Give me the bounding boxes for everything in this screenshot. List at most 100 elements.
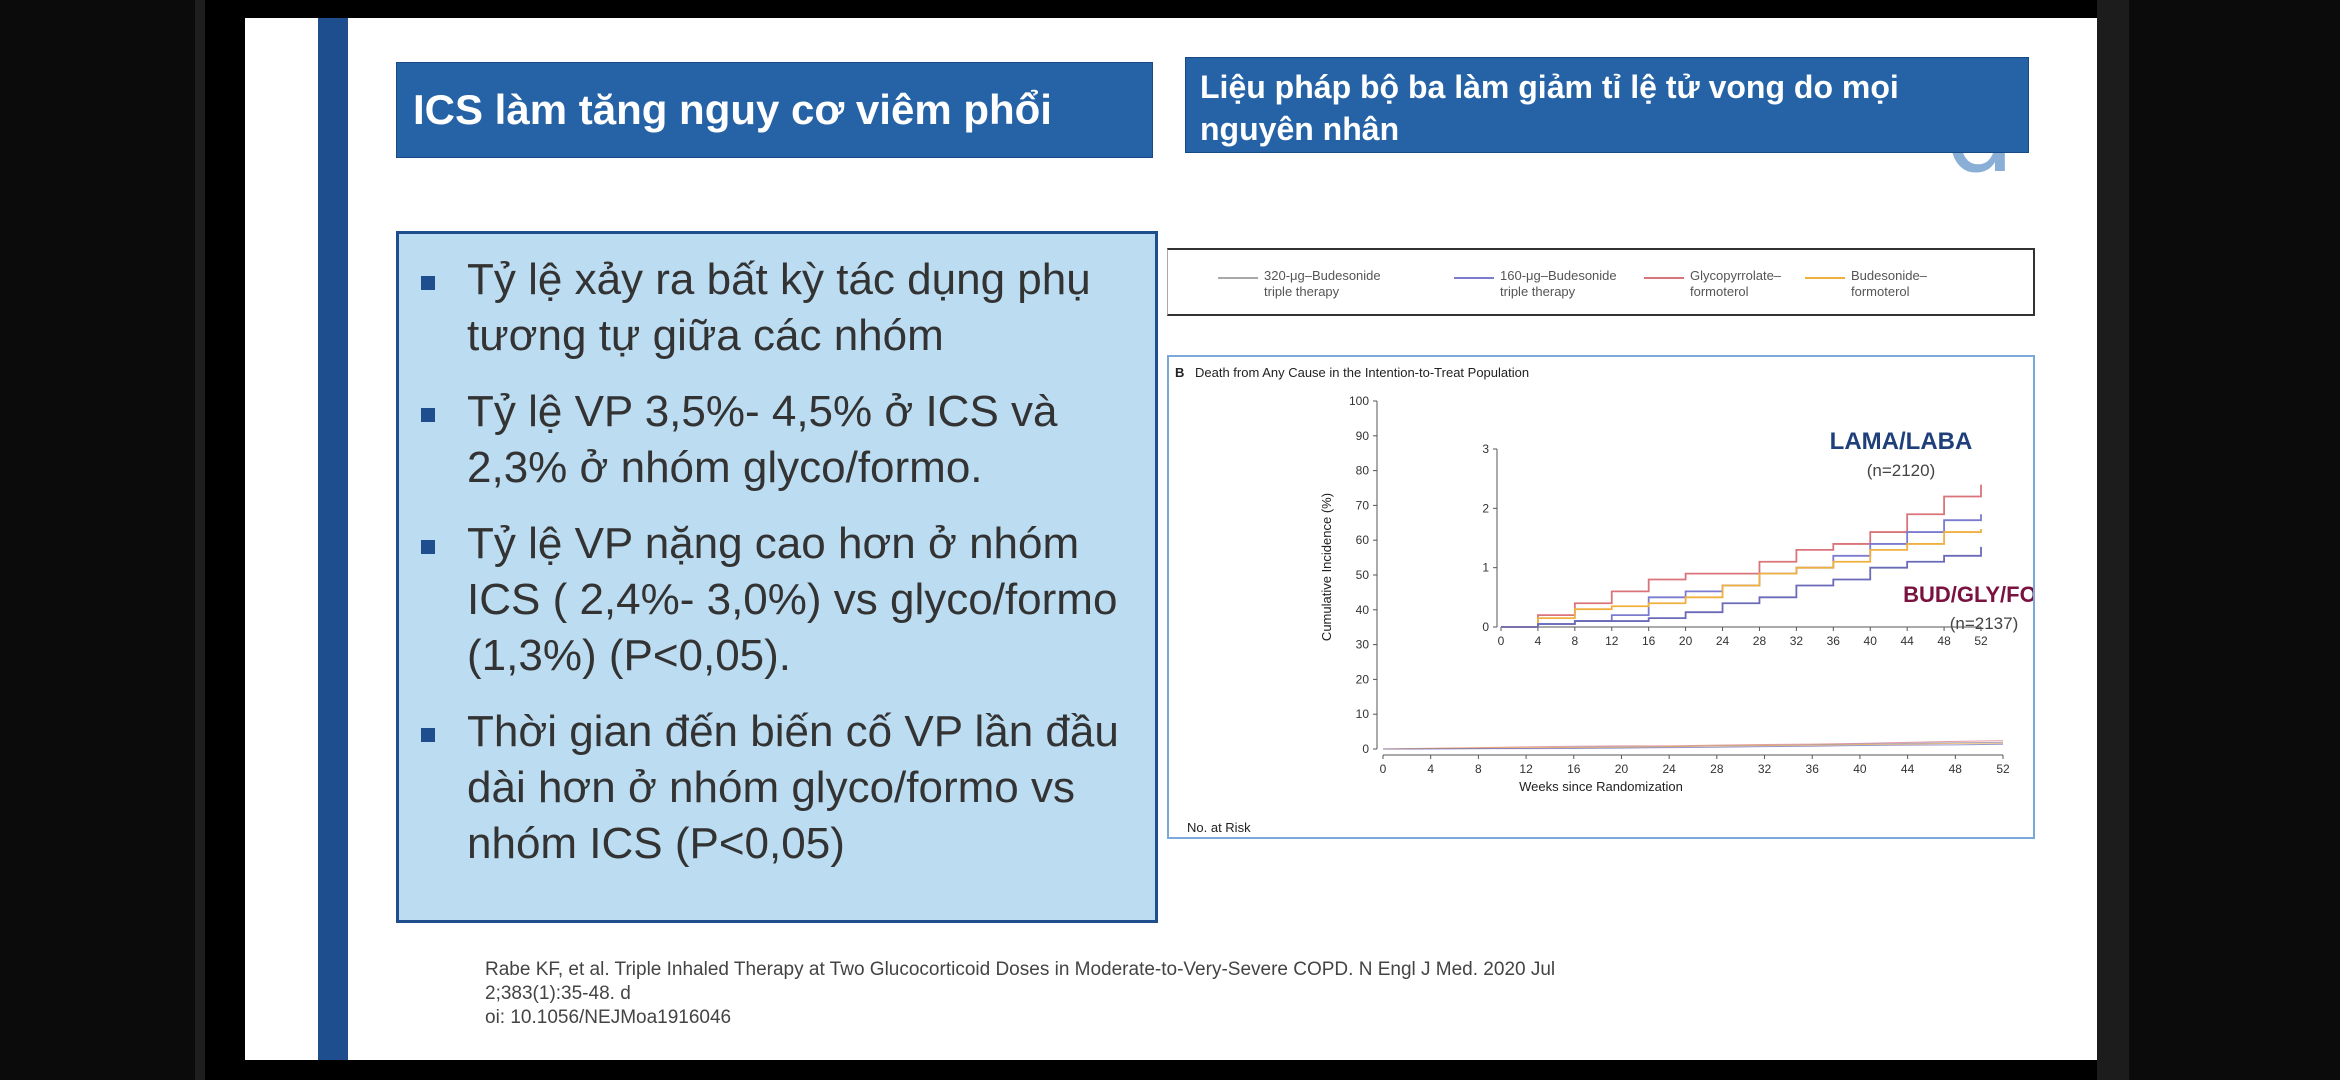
legend-label-line2: triple therapy <box>1500 284 1576 299</box>
x-axis-label: Weeks since Randomization <box>1519 779 1683 794</box>
bullet-text: Thời gian đến biến cố VP lần đầu dài hơn… <box>467 707 1119 868</box>
main-y-tick-label: 60 <box>1356 533 1370 547</box>
inset-x-tick-label: 32 <box>1790 634 1804 648</box>
bullet-text: Tỷ lệ VP nặng cao hơn ở nhóm ICS ( 2,4%-… <box>467 519 1118 680</box>
lama-laba-label: LAMA/LABA <box>1830 428 1973 455</box>
bullet-text: Tỷ lệ VP 3,5%- 4,5% ở ICS và 2,3% ở nhóm… <box>467 387 1058 492</box>
main-y-tick-label: 90 <box>1356 429 1370 443</box>
main-y-tick-label: 100 <box>1349 394 1369 408</box>
lama-laba-n: (n=2120) <box>1867 461 1936 480</box>
inset-x-tick-label: 40 <box>1864 634 1878 648</box>
citation-line-3: oi: 10.1056/NEJMoa1916046 <box>485 1007 732 1028</box>
screen-frame-left <box>0 0 205 1080</box>
inset-series-line <box>1501 484 1982 628</box>
main-x-tick-label: 16 <box>1567 762 1581 776</box>
screen-frame-right-inner <box>2129 0 2340 1080</box>
inset-series-line <box>1501 529 1982 628</box>
chart-title: Death from Any Cause in the Intention-to… <box>1195 365 1529 380</box>
legend-label-line2: triple therapy <box>1264 284 1340 299</box>
bullet-text: Tỷ lệ xảy ra bất kỳ tác dụng phụ tương t… <box>467 255 1091 360</box>
legend-label-line1: Glycopyrrolate– <box>1690 268 1782 283</box>
legend-label-line2: formoterol <box>1690 284 1749 299</box>
legend-swatch <box>1454 277 1494 279</box>
inset-x-tick-label: 36 <box>1827 634 1841 648</box>
bullet-item: Thời gian đến biến cố VP lần đầu dài hơn… <box>409 704 1143 872</box>
inset-y-tick-label: 1 <box>1482 561 1489 575</box>
inset-y-tick-label: 3 <box>1482 442 1489 456</box>
slide: ICS làm tăng nguy cơ viêm phổi ɑ Liệu ph… <box>245 18 2097 1060</box>
bullet-item: Tỷ lệ VP 3,5%- 4,5% ở ICS và 2,3% ở nhóm… <box>409 384 1143 496</box>
inset-x-tick-label: 16 <box>1642 634 1656 648</box>
screen-frame-right <box>2097 0 2340 1080</box>
main-x-tick-label: 32 <box>1758 762 1772 776</box>
chart-svg: B Death from Any Cause in the Intention-… <box>1175 365 2033 835</box>
legend-item: 160-μg–Budesonide triple therapy <box>1454 268 1617 300</box>
main-x-tick-label: 28 <box>1710 762 1724 776</box>
chart-legend: 320-μg–Budesonide triple therapy 160-μg–… <box>1167 248 2035 316</box>
bullet-square-icon <box>421 276 435 290</box>
y-axis-label: Cumulative Incidence (%) <box>1319 493 1334 641</box>
main-series-line <box>1382 742 2004 750</box>
main-x-tick-label: 12 <box>1519 762 1533 776</box>
main-y-tick-label: 20 <box>1356 672 1370 686</box>
main-y-tick-label: 0 <box>1362 742 1369 756</box>
main-y-tick-label: 30 <box>1356 638 1370 652</box>
no-at-risk-label: No. at Risk <box>1187 820 1251 835</box>
legend-swatch <box>1805 277 1845 279</box>
inset-x-tick-label: 44 <box>1900 634 1914 648</box>
left-title: ICS làm tăng nguy cơ viêm phổi <box>396 62 1153 158</box>
bullet-list: Tỷ lệ xảy ra bất kỳ tác dụng phụ tương t… <box>396 231 1158 923</box>
bullet-square-icon <box>421 540 435 554</box>
main-x-tick-label: 36 <box>1806 762 1820 776</box>
bullet-item: Tỷ lệ xảy ra bất kỳ tác dụng phụ tương t… <box>409 252 1143 364</box>
inset-x-tick-label: 28 <box>1753 634 1767 648</box>
main-y-tick-label: 10 <box>1356 707 1370 721</box>
inset-y-tick-label: 2 <box>1482 501 1489 515</box>
legend-swatch <box>1644 277 1684 279</box>
main-x-tick-label: 4 <box>1427 762 1434 776</box>
main-x-tick-label: 24 <box>1662 762 1676 776</box>
inset-x-tick-label: 52 <box>1974 634 1988 648</box>
legend-label-line1: 320-μg–Budesonide <box>1264 268 1381 283</box>
inset-x-tick-label: 12 <box>1605 634 1619 648</box>
main-y-tick-label: 70 <box>1356 498 1370 512</box>
chart-panel: B Death from Any Cause in the Intention-… <box>1167 355 2035 839</box>
right-title: Liệu pháp bộ ba làm giảm tỉ lệ tử vong d… <box>1185 57 2029 153</box>
legend-label-line1: 160-μg–Budesonide <box>1500 268 1617 283</box>
slide-accent-bar <box>318 18 348 1060</box>
legend-label-line2: formoterol <box>1851 284 1910 299</box>
legend-label-line1: Budesonide– <box>1851 268 1927 283</box>
main-x-tick-label: 20 <box>1615 762 1629 776</box>
inset-y-tick-label: 0 <box>1482 620 1489 634</box>
inset-x-tick-label: 0 <box>1498 634 1505 648</box>
main-series-line <box>1382 743 2004 750</box>
citation-line-2: 2;383(1):35-48. d <box>485 983 631 1004</box>
main-x-tick-label: 52 <box>1996 762 2010 776</box>
main-x-tick-label: 48 <box>1949 762 1963 776</box>
main-y-tick-label: 40 <box>1356 603 1370 617</box>
main-x-tick-label: 44 <box>1901 762 1915 776</box>
citation: Rabe KF, et al. Triple Inhaled Therapy a… <box>485 958 1785 1030</box>
legend-swatch <box>1218 277 1258 279</box>
inset-series-line <box>1501 514 1982 628</box>
screen-frame-left-inner <box>0 0 195 1080</box>
inset-x-tick-label: 48 <box>1937 634 1951 648</box>
bullet-square-icon <box>421 408 435 422</box>
bud-gly-form-label: BUD/GLY/FORM <box>1903 582 2033 607</box>
inset-x-tick-label: 4 <box>1535 634 1542 648</box>
citation-line-1: Rabe KF, et al. Triple Inhaled Therapy a… <box>485 959 1556 980</box>
legend-item: Budesonide– formoterol <box>1805 268 1927 300</box>
inset-series-line <box>1501 546 1982 628</box>
bullet-square-icon <box>421 728 435 742</box>
bullet-item: Tỷ lệ VP nặng cao hơn ở nhóm ICS ( 2,4%-… <box>409 516 1143 684</box>
bud-gly-form-n: (n=2137) <box>1950 614 2019 633</box>
legend-item: 320-μg–Budesonide triple therapy <box>1218 268 1381 300</box>
chart-panel-letter: B <box>1175 365 1184 380</box>
inset-x-tick-label: 20 <box>1679 634 1693 648</box>
main-x-tick-label: 0 <box>1380 762 1387 776</box>
inset-x-tick-label: 24 <box>1716 634 1730 648</box>
main-x-tick-label: 8 <box>1475 762 1482 776</box>
main-x-tick-label: 40 <box>1853 762 1867 776</box>
legend-item: Glycopyrrolate– formoterol <box>1644 268 1782 300</box>
inset-x-tick-label: 8 <box>1572 634 1579 648</box>
